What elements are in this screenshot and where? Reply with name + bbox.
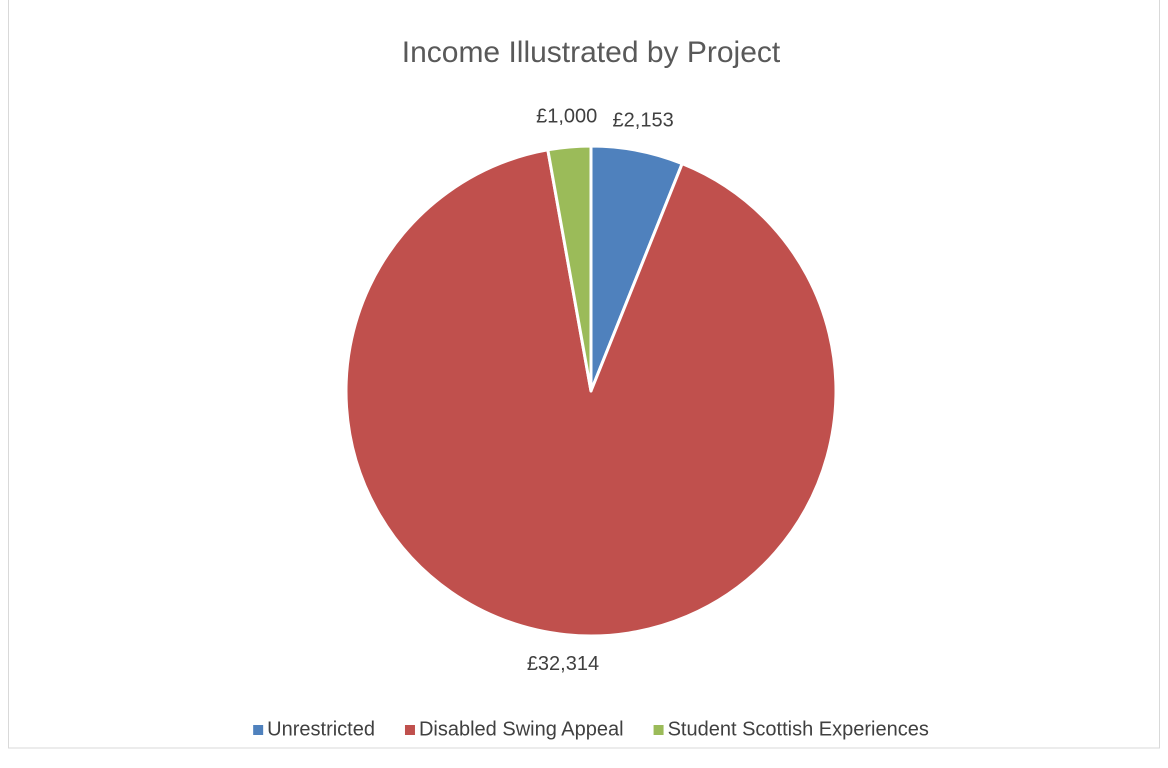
legend-swatch — [404, 725, 415, 735]
legend-label: Student Scottish Experiences — [668, 718, 929, 740]
pie-slice — [546, 144, 593, 393]
data-label: £2,153 — [613, 109, 674, 131]
legend-swatch — [653, 725, 664, 735]
chart-title: Income Illustrated by Project — [402, 36, 781, 69]
pie-slice — [344, 148, 838, 638]
legend-label: Unrestricted — [267, 718, 375, 740]
data-label: £1,000 — [536, 105, 597, 127]
legend-label: Disabled Swing Appeal — [419, 718, 624, 740]
data-label: £32,314 — [527, 653, 599, 675]
legend-swatch — [253, 725, 264, 735]
